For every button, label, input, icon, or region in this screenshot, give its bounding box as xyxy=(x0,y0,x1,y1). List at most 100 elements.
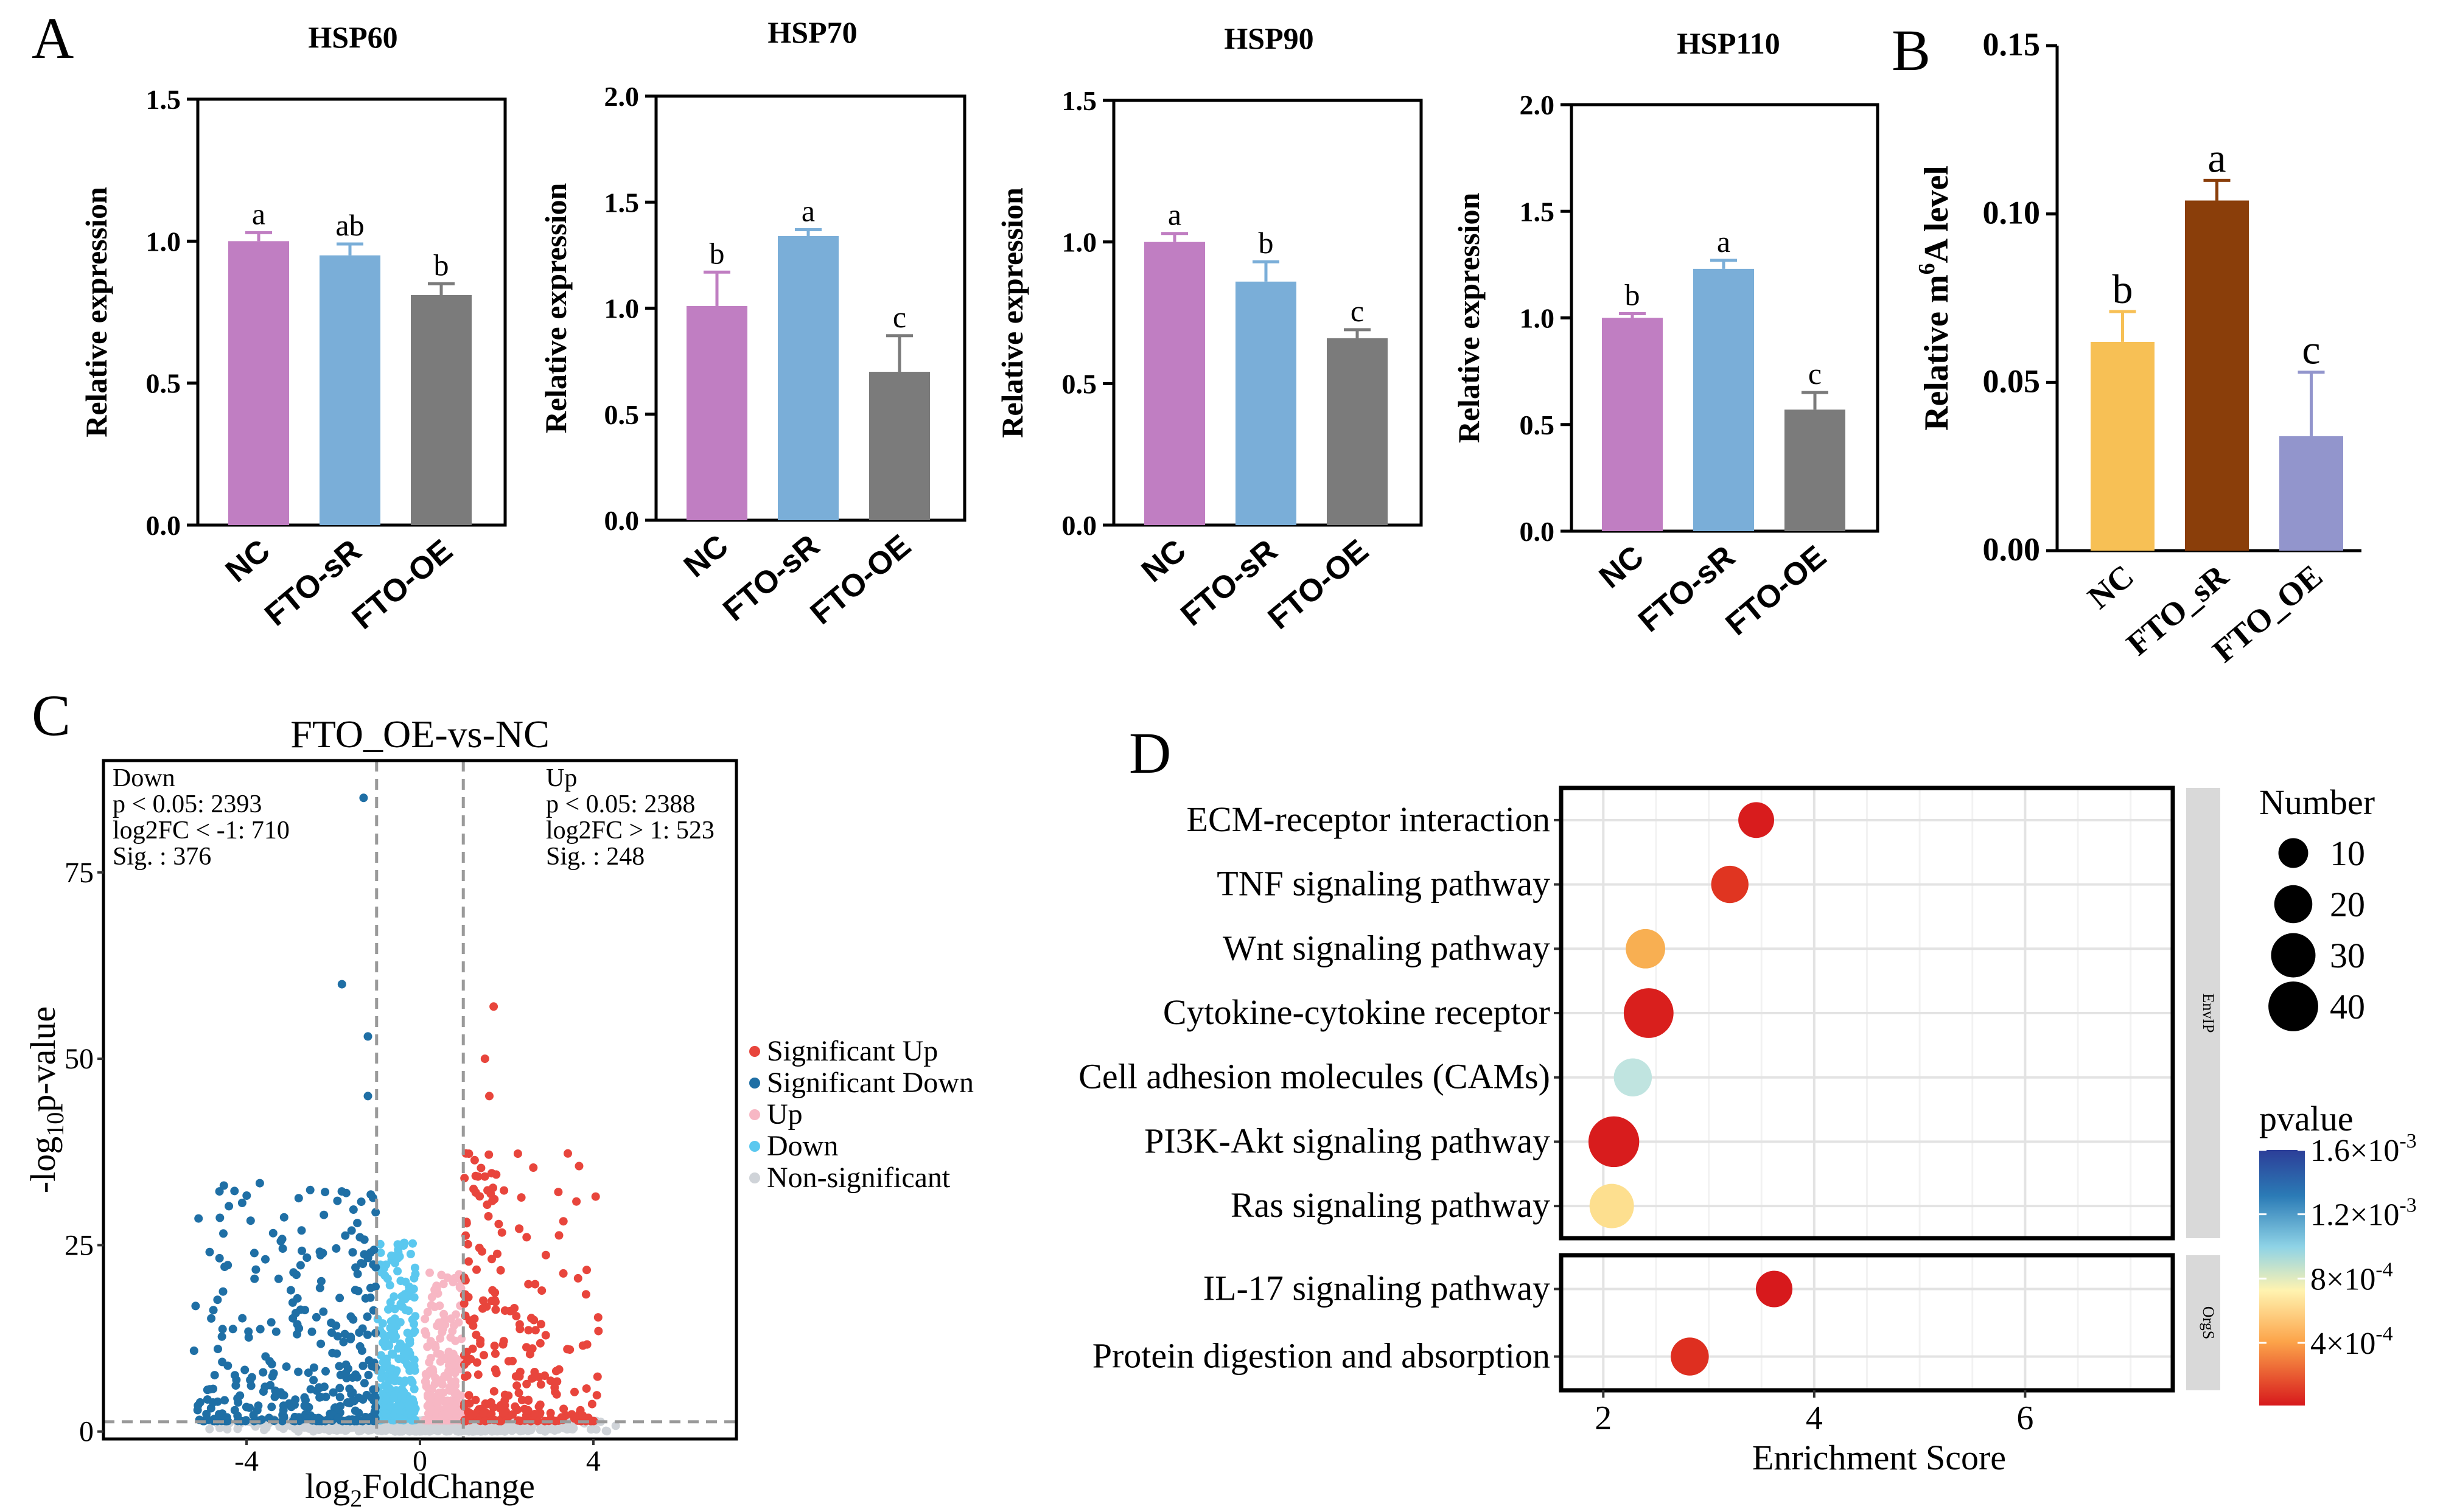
point-significant-up xyxy=(469,1185,478,1194)
point-significant-up xyxy=(572,1197,581,1206)
stats-up-line: p < 0.05: 2388 xyxy=(546,790,695,818)
point-significant-up xyxy=(513,1149,522,1158)
term-bubble xyxy=(1711,865,1749,904)
point-significant-down xyxy=(355,1342,365,1351)
point-significant-down xyxy=(333,1196,342,1205)
point-significant-down xyxy=(278,1390,287,1399)
point-significant-down xyxy=(343,1398,352,1407)
bar-nc xyxy=(1602,318,1663,531)
point-significant-down xyxy=(293,1329,302,1339)
point-significant-up xyxy=(546,1409,555,1418)
point-non-significant xyxy=(592,1425,601,1434)
point-non-significant xyxy=(516,1427,525,1436)
colorbar-label-exp: -4 xyxy=(2375,1258,2392,1281)
y-tick-label: 0.5 xyxy=(1520,409,1555,441)
colorbar-label-base: 1.2×10 xyxy=(2310,1198,2399,1233)
point-significant-down xyxy=(230,1186,239,1196)
point-significant-down xyxy=(250,1274,259,1283)
x-tick-label: FTO-OE xyxy=(1719,539,1833,643)
point-significant-up xyxy=(551,1416,560,1426)
point-significant-up xyxy=(504,1357,513,1366)
point-significant-up xyxy=(488,1255,496,1264)
point-significant-down xyxy=(217,1332,226,1341)
point-significant-up xyxy=(463,1239,472,1249)
point-significant-down xyxy=(268,1372,277,1381)
point-down xyxy=(408,1239,417,1248)
y-axis-title-part: A level xyxy=(1918,165,1955,263)
point-significant-up xyxy=(593,1372,602,1381)
significance-letter: a xyxy=(2207,134,2226,181)
point-significant-down xyxy=(202,1410,211,1418)
point-significant-up xyxy=(488,1286,497,1295)
point-significant-down xyxy=(245,1403,254,1412)
point-significant-down xyxy=(249,1410,258,1420)
point-significant-down xyxy=(329,1388,338,1397)
term-label: Cytokine-cytokine receptor xyxy=(1163,992,1550,1032)
point-significant-down xyxy=(316,1250,325,1259)
y-axis-title: Relative expression xyxy=(1452,193,1486,444)
point-up xyxy=(425,1268,434,1277)
point-significant-down xyxy=(191,1301,200,1311)
point-down xyxy=(385,1376,394,1385)
x-tick-label: NC xyxy=(1135,533,1193,590)
point-down xyxy=(387,1251,396,1260)
point-up xyxy=(433,1322,442,1330)
point-down xyxy=(394,1354,404,1364)
point-down xyxy=(376,1239,385,1249)
point-significant-down xyxy=(366,1190,376,1199)
point-up xyxy=(450,1368,460,1378)
point-significant-down xyxy=(335,1362,344,1371)
y-tick-label: 50 xyxy=(65,1043,94,1075)
point-significant-up xyxy=(464,1391,474,1400)
point-down xyxy=(408,1378,417,1387)
point-non-significant xyxy=(473,1426,482,1435)
point-significant-up xyxy=(582,1384,591,1393)
size-legend-key xyxy=(2271,933,2316,978)
point-up xyxy=(439,1354,449,1364)
point-non-significant xyxy=(487,1424,495,1434)
point-significant-up xyxy=(514,1388,523,1398)
y-tick-label: 1.5 xyxy=(146,84,181,115)
y-tick-label: 0 xyxy=(79,1416,94,1448)
point-significant-down xyxy=(353,1219,362,1228)
point-significant-up xyxy=(578,1341,587,1350)
x-axis-title-part: FoldChange xyxy=(362,1466,535,1506)
point-significant-up xyxy=(592,1391,601,1400)
colorbar-label: 8×10-4 xyxy=(2310,1258,2393,1297)
point-down xyxy=(396,1402,405,1411)
point-significant-up xyxy=(479,1296,488,1305)
x-tick-label: NC xyxy=(2081,557,2141,616)
significance-letter: ab xyxy=(335,208,364,242)
point-significant-down xyxy=(351,1406,360,1415)
point-significant-down xyxy=(218,1287,228,1296)
point-up xyxy=(441,1320,450,1329)
point-highlighted xyxy=(363,1092,372,1101)
legend-label: Significant Up xyxy=(767,1035,938,1067)
colorbar-label-base: 8×10 xyxy=(2310,1262,2375,1297)
point-up xyxy=(443,1373,452,1381)
point-non-significant xyxy=(223,1425,232,1434)
point-down xyxy=(410,1273,419,1283)
point-significant-up xyxy=(500,1306,509,1315)
bar-nc xyxy=(228,241,289,525)
point-non-significant xyxy=(388,1425,397,1434)
point-significant-up xyxy=(489,1403,498,1412)
point-significant-up xyxy=(493,1249,502,1258)
bar-fto-oe xyxy=(411,295,472,525)
point-significant-down xyxy=(365,1356,374,1365)
point-non-significant xyxy=(347,1423,356,1432)
point-down xyxy=(390,1305,399,1314)
point-significant-down xyxy=(231,1381,240,1390)
panel-label-b: B xyxy=(1892,18,1931,83)
point-non-significant xyxy=(504,1423,513,1432)
point-down xyxy=(386,1323,395,1333)
point-significant-down xyxy=(246,1381,256,1390)
y-tick-label: 0.5 xyxy=(604,399,640,430)
point-significant-up xyxy=(527,1314,536,1323)
point-up xyxy=(423,1308,432,1317)
point-significant-down xyxy=(223,1416,232,1426)
point-significant-up xyxy=(516,1416,525,1426)
term-bubble xyxy=(1623,988,1674,1038)
point-down xyxy=(378,1319,387,1328)
point-down xyxy=(393,1267,402,1276)
